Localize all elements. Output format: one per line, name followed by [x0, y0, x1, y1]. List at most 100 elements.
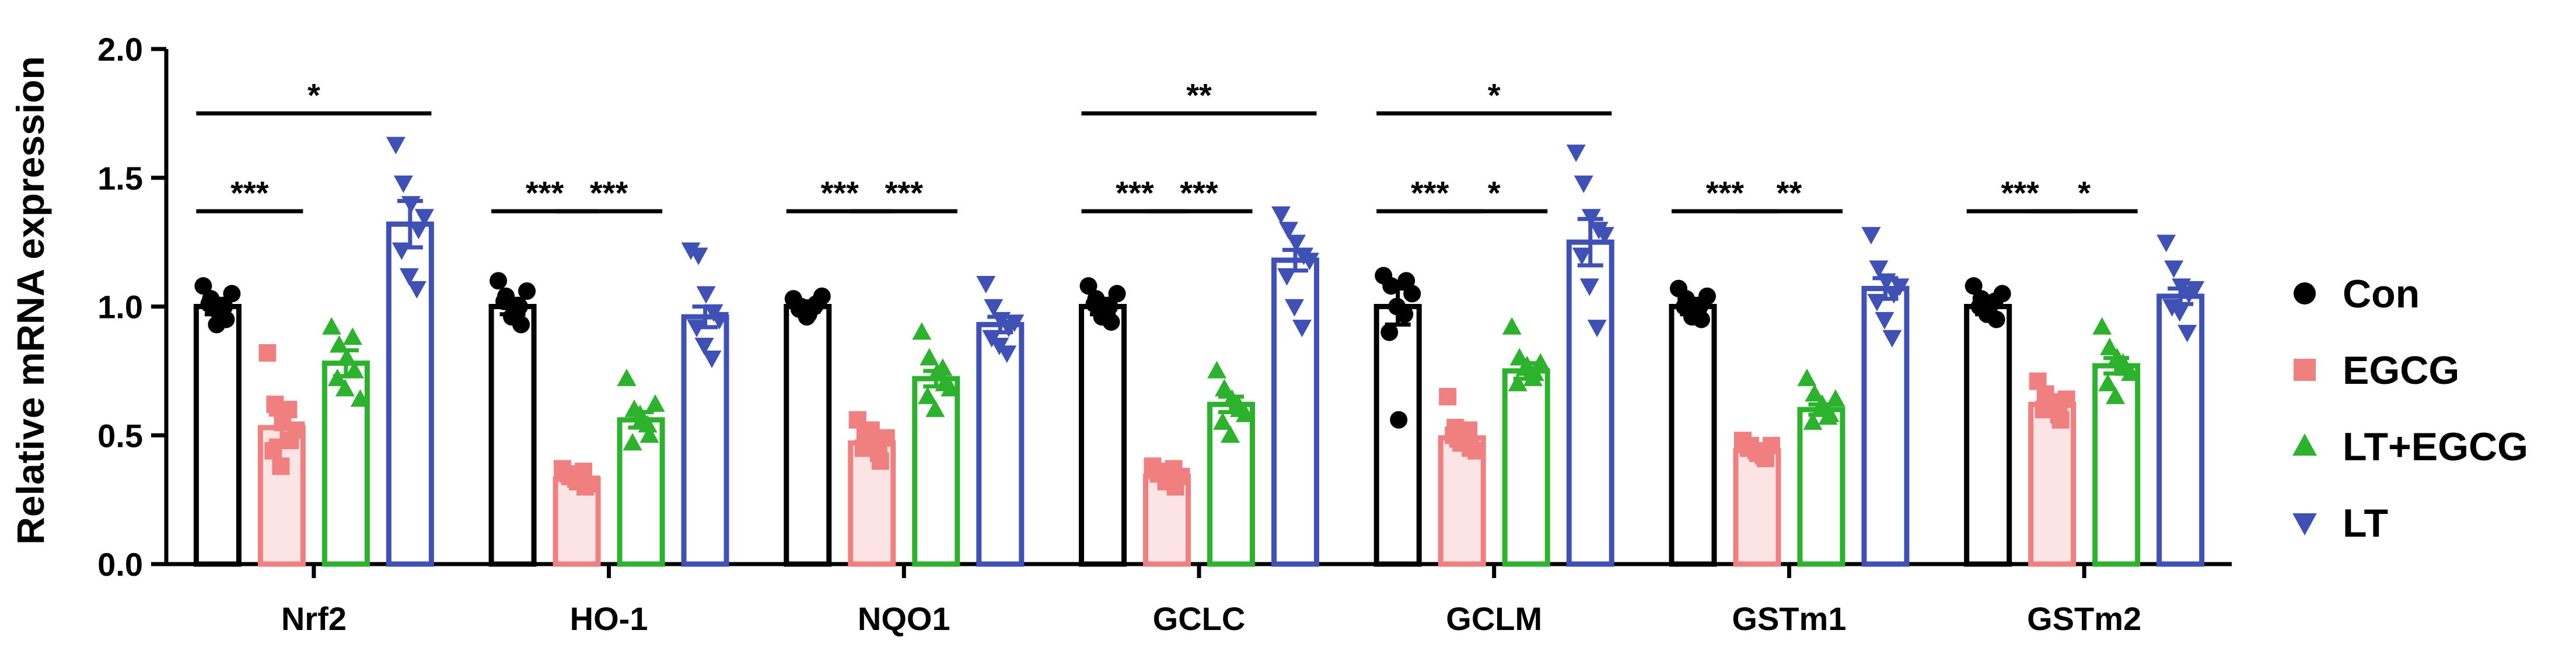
data-point	[1797, 368, 1817, 386]
data-point	[688, 247, 708, 265]
bar	[1964, 304, 2012, 567]
data-point	[1207, 360, 1226, 379]
data-point	[984, 299, 1004, 317]
data-point	[490, 272, 508, 290]
data-point	[696, 286, 716, 304]
bar	[1502, 368, 1550, 567]
data-point	[399, 268, 419, 286]
y-tick-label: 2.0	[97, 31, 143, 68]
data-point	[2164, 260, 2184, 278]
data-point	[687, 320, 707, 338]
data-point	[321, 317, 341, 335]
data-point	[1993, 285, 2011, 303]
data-point	[1572, 247, 1592, 265]
data-point	[495, 292, 513, 310]
data-point	[2170, 304, 2190, 322]
data-point	[918, 386, 938, 404]
data-point	[1213, 412, 1232, 430]
significance-label: **	[1186, 76, 1212, 113]
data-point	[386, 136, 406, 155]
legend-label: Con	[2343, 272, 2420, 316]
data-point	[2098, 373, 2118, 391]
data-point	[1382, 277, 1400, 295]
bar	[2156, 293, 2205, 567]
significance-label: *	[1488, 174, 1501, 211]
bar	[976, 321, 1025, 567]
data-point	[933, 358, 953, 376]
data-point	[279, 401, 298, 419]
data-point	[1698, 287, 1716, 305]
data-point	[1380, 323, 1399, 341]
data-point	[1566, 144, 1586, 162]
data-point	[1530, 353, 1550, 371]
data-point	[1285, 299, 1304, 317]
data-point	[1515, 358, 1535, 376]
category-label: GSTm1	[1732, 600, 1846, 637]
data-point	[1439, 388, 1457, 406]
significance-label: *	[1488, 76, 1501, 113]
data-point	[1396, 305, 1414, 323]
data-point	[1100, 298, 1119, 316]
data-point	[1595, 227, 1614, 245]
data-point	[1762, 436, 1780, 454]
significance-label: ***	[2001, 174, 2039, 211]
category-label: NQO1	[858, 600, 950, 637]
data-point	[287, 421, 305, 439]
data-points	[194, 136, 2205, 496]
bar	[1566, 239, 1614, 567]
category-label: Nrf2	[281, 600, 347, 637]
significance-label: ***	[1180, 174, 1218, 211]
data-point	[1861, 227, 1881, 245]
bar	[193, 304, 242, 567]
data-point	[1890, 278, 1910, 296]
bar	[1079, 304, 1127, 567]
category-label: GSTm2	[2027, 600, 2141, 637]
data-point	[862, 421, 880, 439]
data-point	[925, 399, 945, 417]
data-point	[869, 444, 887, 463]
data-point	[1803, 412, 1823, 430]
data-point	[2092, 317, 2112, 335]
data-point	[976, 276, 996, 294]
category-label: GCLM	[1446, 600, 1542, 637]
data-point	[1587, 320, 1607, 338]
legend-marker	[2294, 359, 2316, 381]
data-point	[1228, 394, 1247, 412]
data-point	[407, 281, 427, 299]
data-point	[1882, 330, 1902, 348]
data-point	[1867, 293, 1887, 312]
y-tick-label: 0.0	[97, 546, 143, 583]
data-point	[2185, 281, 2205, 299]
significance-label: **	[1777, 174, 1802, 211]
bar	[1797, 407, 1846, 567]
data-point	[258, 344, 277, 362]
data-point	[2106, 386, 2126, 404]
data-point	[645, 394, 665, 412]
data-point	[1085, 295, 1103, 313]
data-point	[511, 298, 529, 316]
significance-label: ***	[1116, 174, 1154, 211]
data-point	[208, 316, 226, 334]
data-point	[1978, 305, 1996, 323]
data-point	[408, 222, 428, 240]
data-point	[617, 368, 637, 386]
bar	[1861, 286, 1910, 567]
data-point	[1279, 222, 1298, 240]
significance-label: ***	[1411, 174, 1449, 211]
legend: Con EGCG LT+EGCG LT	[2292, 272, 2528, 545]
data-point	[1876, 273, 1896, 291]
data-point	[414, 209, 434, 227]
data-point	[1460, 421, 1478, 439]
data-point	[329, 335, 349, 353]
bar	[681, 314, 729, 567]
bar	[1373, 304, 1422, 567]
data-point	[337, 348, 356, 366]
data-point	[1172, 467, 1190, 485]
bar	[1733, 448, 1781, 567]
significance-label: *	[2078, 174, 2091, 211]
y-tick-label: 1.5	[97, 160, 143, 197]
data-point	[327, 368, 347, 386]
data-point	[350, 389, 370, 407]
data-point	[2156, 235, 2176, 253]
